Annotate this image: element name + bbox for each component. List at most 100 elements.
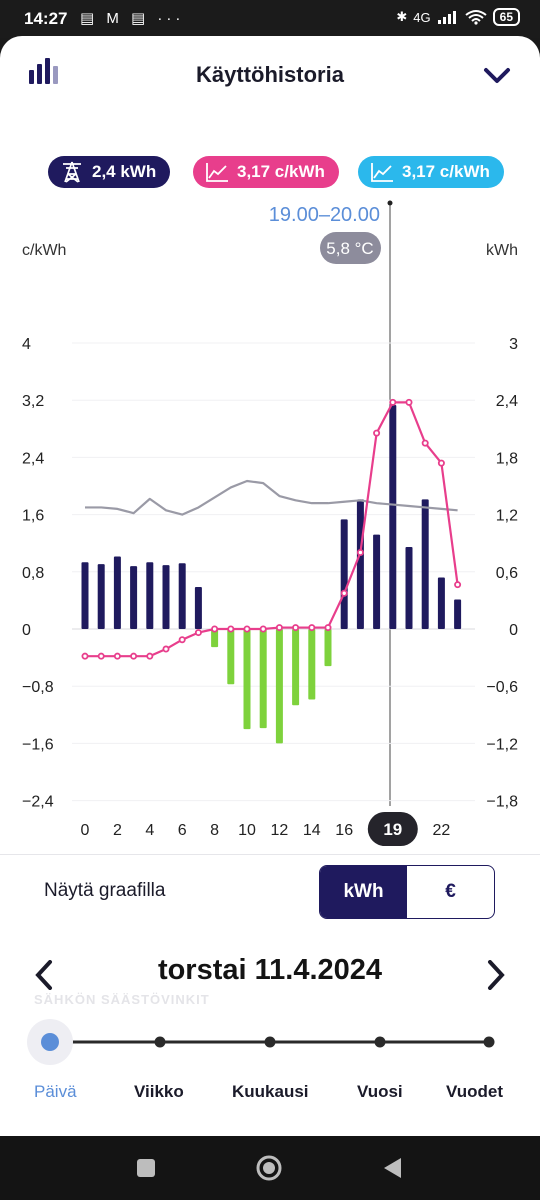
hour-tick-label: 10: [238, 822, 256, 839]
price-point: [211, 625, 219, 633]
energy-bar: [340, 519, 348, 629]
price-point: [437, 459, 445, 467]
price-point: [97, 652, 105, 660]
tooltip-time: 19.00–20.00: [269, 204, 380, 226]
period-month[interactable]: Kuukausi: [232, 1082, 309, 1101]
hour-tick-label: 12: [271, 822, 289, 839]
price-point: [324, 624, 332, 632]
price-point: [130, 652, 138, 660]
unit-option-euro[interactable]: €: [445, 881, 456, 902]
page-title: Käyttöhistoria: [196, 62, 344, 87]
price-point: [259, 625, 267, 633]
energy-bars: [81, 404, 462, 744]
price-chip-value: 3,17 c/kWh: [237, 162, 325, 181]
hour-tick-label: 22: [433, 822, 451, 839]
energy-bar: [454, 599, 462, 629]
usage-chart[interactable]: 19.00–20.00 5,8 °C c/kWh kWh 4 3,2 2,4 1,6 0…: [0, 196, 540, 856]
right-tick-label: 0,6: [496, 565, 518, 582]
energy-bar: [113, 556, 121, 629]
status-bar: 14:27 ▤ M ▤ ··· ✱ 4G 65: [0, 0, 540, 38]
left-tick-label: −2,4: [22, 794, 54, 811]
tooltip-temp: 5,8 °C: [326, 239, 373, 258]
energy-bar: [389, 404, 397, 629]
price-point: [275, 624, 283, 632]
energy-bar: [437, 577, 445, 629]
right-tick-label: −1,8: [486, 794, 518, 811]
right-axis-label: kWh: [486, 242, 518, 259]
system-nav-bar: [0, 1136, 540, 1200]
price-point: [243, 625, 251, 633]
period-years[interactable]: Vuodet: [446, 1082, 503, 1101]
spot-price-chip-value: 3,17 c/kWh: [402, 162, 490, 181]
slider-stop-week[interactable]: [154, 1036, 166, 1048]
price-point: [81, 652, 89, 660]
reference-line: [85, 479, 458, 516]
price-point: [162, 645, 170, 653]
right-tick-label: 3: [509, 336, 518, 353]
price-point: [405, 398, 413, 406]
right-tick-label: 0: [509, 622, 518, 639]
energy-bar: [178, 563, 186, 629]
battery-icon: 65: [492, 8, 520, 26]
price-chip[interactable]: 3,17 c/kWh: [193, 156, 339, 188]
energy-bar: [211, 629, 219, 648]
recent-apps-icon[interactable]: [136, 1158, 156, 1178]
slider-stop-month[interactable]: [264, 1036, 276, 1048]
period-day[interactable]: Päivä: [34, 1082, 77, 1101]
hour-tick-label: 8: [210, 822, 219, 839]
right-tick-label: −1,2: [486, 736, 518, 753]
price-point: [373, 429, 381, 437]
unit-option-kwh[interactable]: kWh: [320, 866, 407, 918]
price-lines: [81, 398, 462, 660]
usage-history-sheet: Käyttöhistoria 2,4 kWh 3,17 c/kWh 3,17 c…: [0, 36, 540, 1136]
slider-stop-years[interactable]: [483, 1036, 495, 1048]
left-tick-label: 4: [22, 336, 31, 353]
network-label: 4G: [413, 9, 431, 25]
slider-stop-year[interactable]: [374, 1036, 386, 1048]
price-point: [454, 581, 462, 589]
bar-chart-icon[interactable]: [27, 56, 59, 86]
selected-hour-pill: [367, 812, 418, 846]
price-point: [340, 589, 348, 597]
spot-price-chip[interactable]: 3,17 c/kWh: [358, 156, 504, 188]
energy-bar: [130, 566, 138, 629]
chevron-right-icon[interactable]: [486, 960, 506, 990]
home-icon[interactable]: [255, 1154, 283, 1182]
energy-chip[interactable]: 2,4 kWh: [48, 156, 171, 188]
hour-tick-label: 14: [303, 822, 321, 839]
chevron-left-icon[interactable]: [34, 960, 54, 990]
power-tower-icon: [63, 161, 81, 183]
energy-bar: [405, 547, 413, 629]
line-chart-icon: [206, 163, 228, 182]
slider-thumb[interactable]: [41, 1033, 59, 1051]
energy-bar: [259, 629, 267, 729]
energy-bar: [194, 587, 202, 629]
left-tick-label: 0: [22, 622, 31, 639]
notification-icons: ▤ M ▤ ···: [80, 10, 185, 27]
period-slider[interactable]: [0, 1016, 540, 1072]
chevron-down-icon[interactable]: [483, 66, 511, 86]
price-point: [389, 398, 397, 406]
energy-bar: [97, 564, 105, 629]
show-on-chart-label: Näytä graafilla: [44, 880, 166, 901]
energy-bar: [324, 629, 332, 667]
left-tick-label: −0,8: [22, 679, 54, 696]
left-tick-label: 1,6: [22, 508, 44, 525]
hour-tick-label: 16: [335, 822, 353, 839]
energy-bar: [356, 499, 364, 629]
energy-bar: [243, 629, 251, 730]
price-point: [178, 636, 186, 644]
right-tick-label: 1,2: [496, 508, 518, 525]
energy-bar: [421, 499, 429, 629]
period-week[interactable]: Viikko: [134, 1082, 184, 1101]
hour-tick-label: 2: [113, 822, 122, 839]
price-point: [146, 652, 154, 660]
period-year[interactable]: Vuosi: [357, 1082, 403, 1101]
energy-bar: [162, 565, 170, 629]
price-point: [292, 624, 300, 632]
left-tick-label: 0,8: [22, 565, 44, 582]
back-icon[interactable]: [381, 1156, 403, 1180]
energy-chip-value: 2,4 kWh: [92, 162, 157, 181]
left-tick-label: 2,4: [22, 450, 44, 467]
hour-tick-label: 4: [145, 822, 154, 839]
